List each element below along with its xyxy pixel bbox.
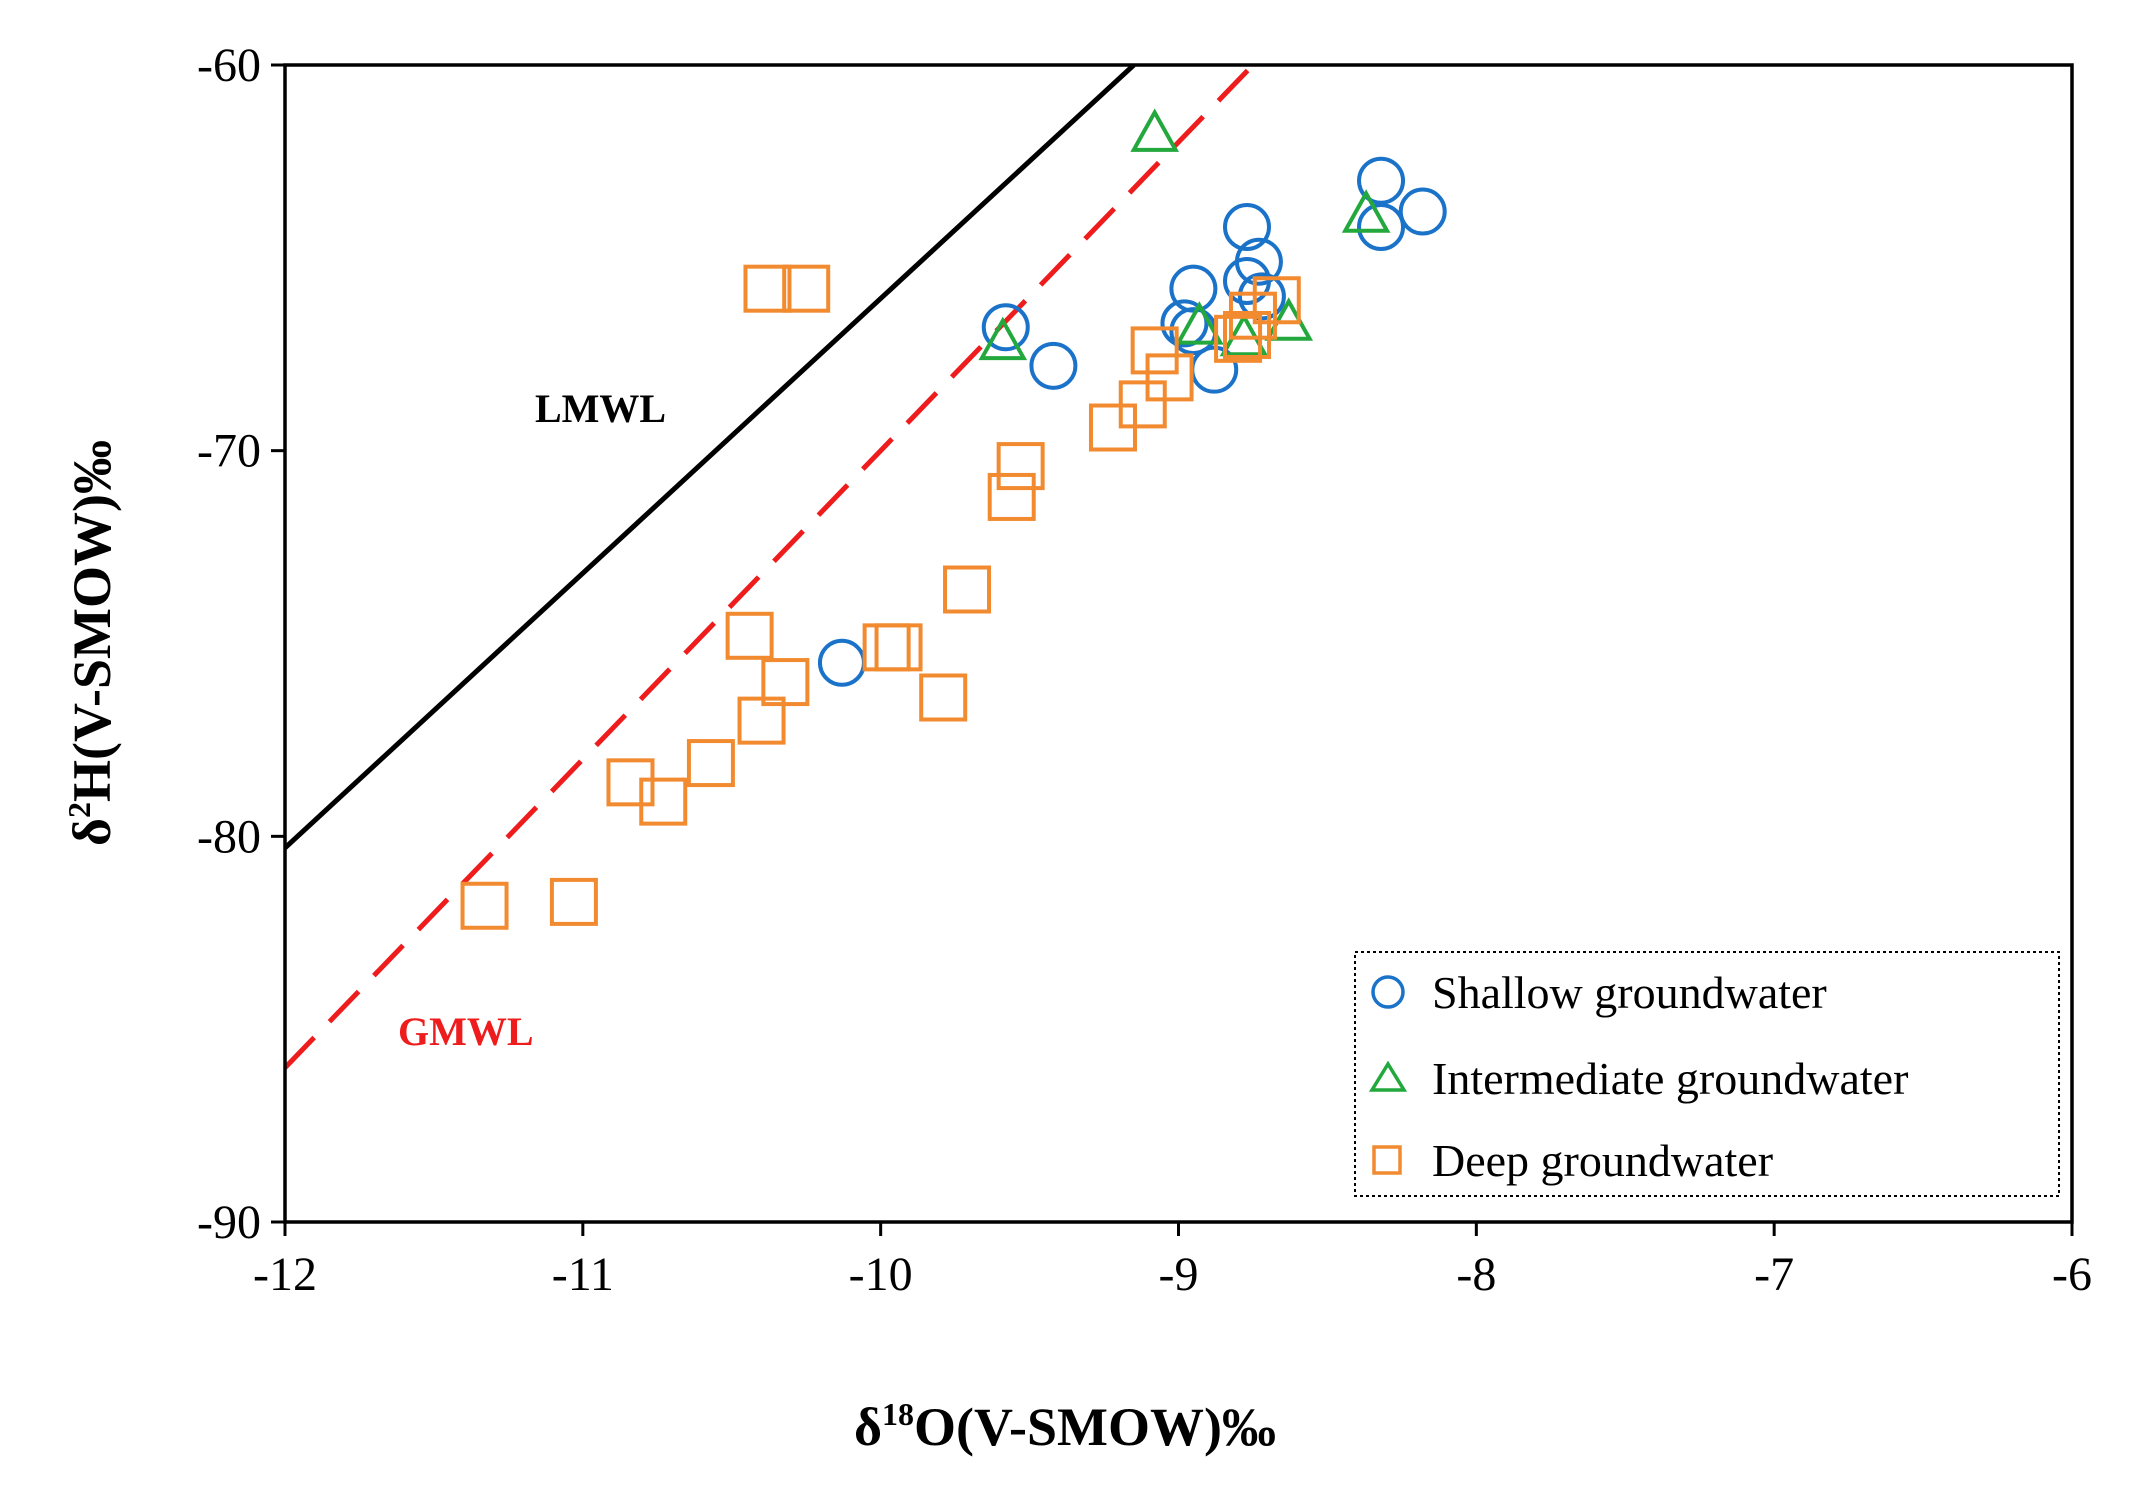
lmwl-line: [285, 65, 1136, 850]
deep-point: [1130, 326, 1179, 375]
gmwl-label: GMWL: [398, 1009, 534, 1054]
shallow-point: [1223, 202, 1272, 251]
deep-point: [549, 877, 598, 926]
x-tick-label: -12: [253, 1248, 317, 1301]
deep-point: [1223, 310, 1272, 359]
deep-point: [874, 623, 923, 672]
intermediate-point: [1175, 301, 1224, 345]
legend-entry-deep: Deep groundwater: [1432, 1135, 1773, 1186]
deep-point: [1214, 314, 1263, 363]
deep-point: [686, 739, 735, 788]
intermediate-point: [1130, 108, 1179, 152]
x-tick-label: -8: [1456, 1248, 1496, 1301]
deep-point: [862, 623, 911, 672]
deep-point: [606, 758, 655, 807]
shallow-point: [1357, 156, 1406, 205]
legend: Shallow groundwater Intermediate groundw…: [1354, 951, 2060, 1197]
deep-point: [460, 881, 509, 930]
meteoric-water-lines: [285, 65, 1255, 1070]
intermediate-point: [1341, 189, 1391, 233]
shallow-point: [981, 303, 1030, 352]
y-tick-label: -70: [197, 425, 261, 478]
deep-point: [943, 565, 992, 614]
deep-point: [996, 442, 1045, 491]
y-tick-label: -90: [197, 1196, 261, 1249]
legend-entry-shallow: Shallow groundwater: [1432, 967, 1827, 1018]
y-axis-title: δ2H(V-SMOW)‰: [61, 440, 122, 846]
shallow-point: [1160, 299, 1209, 348]
y-tick-label: -80: [197, 810, 261, 863]
x-axis-title: δ18O(V-SMOW)‰: [854, 1396, 1276, 1457]
y-tick-label: -60: [197, 39, 261, 92]
deep-point: [919, 673, 968, 722]
deep-point: [737, 696, 786, 745]
legend-triangle-icon: [1368, 1060, 1408, 1092]
shallow-point: [1029, 341, 1078, 390]
lmwl-label: LMWL: [535, 386, 666, 431]
intermediate-point: [978, 316, 1028, 361]
shallow-point: [1357, 202, 1406, 251]
y-axis: -90 -80 -70 -60: [197, 39, 285, 1249]
legend-square-icon: [1372, 1145, 1402, 1175]
legend-box: [1354, 951, 2060, 1197]
shallow-point: [1398, 187, 1447, 236]
deep-point: [725, 611, 774, 660]
deep-point: [743, 264, 792, 313]
deep-point: [782, 264, 831, 313]
deep-point: [1145, 353, 1194, 402]
x-axis: -12 -11 -10 -9 -8 -7 -6: [253, 1222, 2092, 1301]
gmwl-line: [285, 65, 1255, 1070]
shallow-point: [817, 638, 866, 687]
legend-entry-intermediate: Intermediate groundwater: [1432, 1053, 1908, 1104]
x-tick-label: -6: [2052, 1248, 2092, 1301]
deep-point: [1088, 403, 1137, 452]
x-tick-label: -9: [1159, 1248, 1199, 1301]
x-tick-label: -10: [849, 1248, 913, 1301]
deep-point: [639, 777, 688, 826]
legend-circle-icon: [1371, 975, 1405, 1009]
shallow-point: [1223, 256, 1272, 305]
intermediate-point: [1219, 312, 1269, 357]
x-tick-label: -7: [1754, 1248, 1794, 1301]
data-points: [460, 108, 1447, 930]
x-tick-label: -11: [552, 1248, 614, 1301]
deep-point: [987, 472, 1036, 521]
